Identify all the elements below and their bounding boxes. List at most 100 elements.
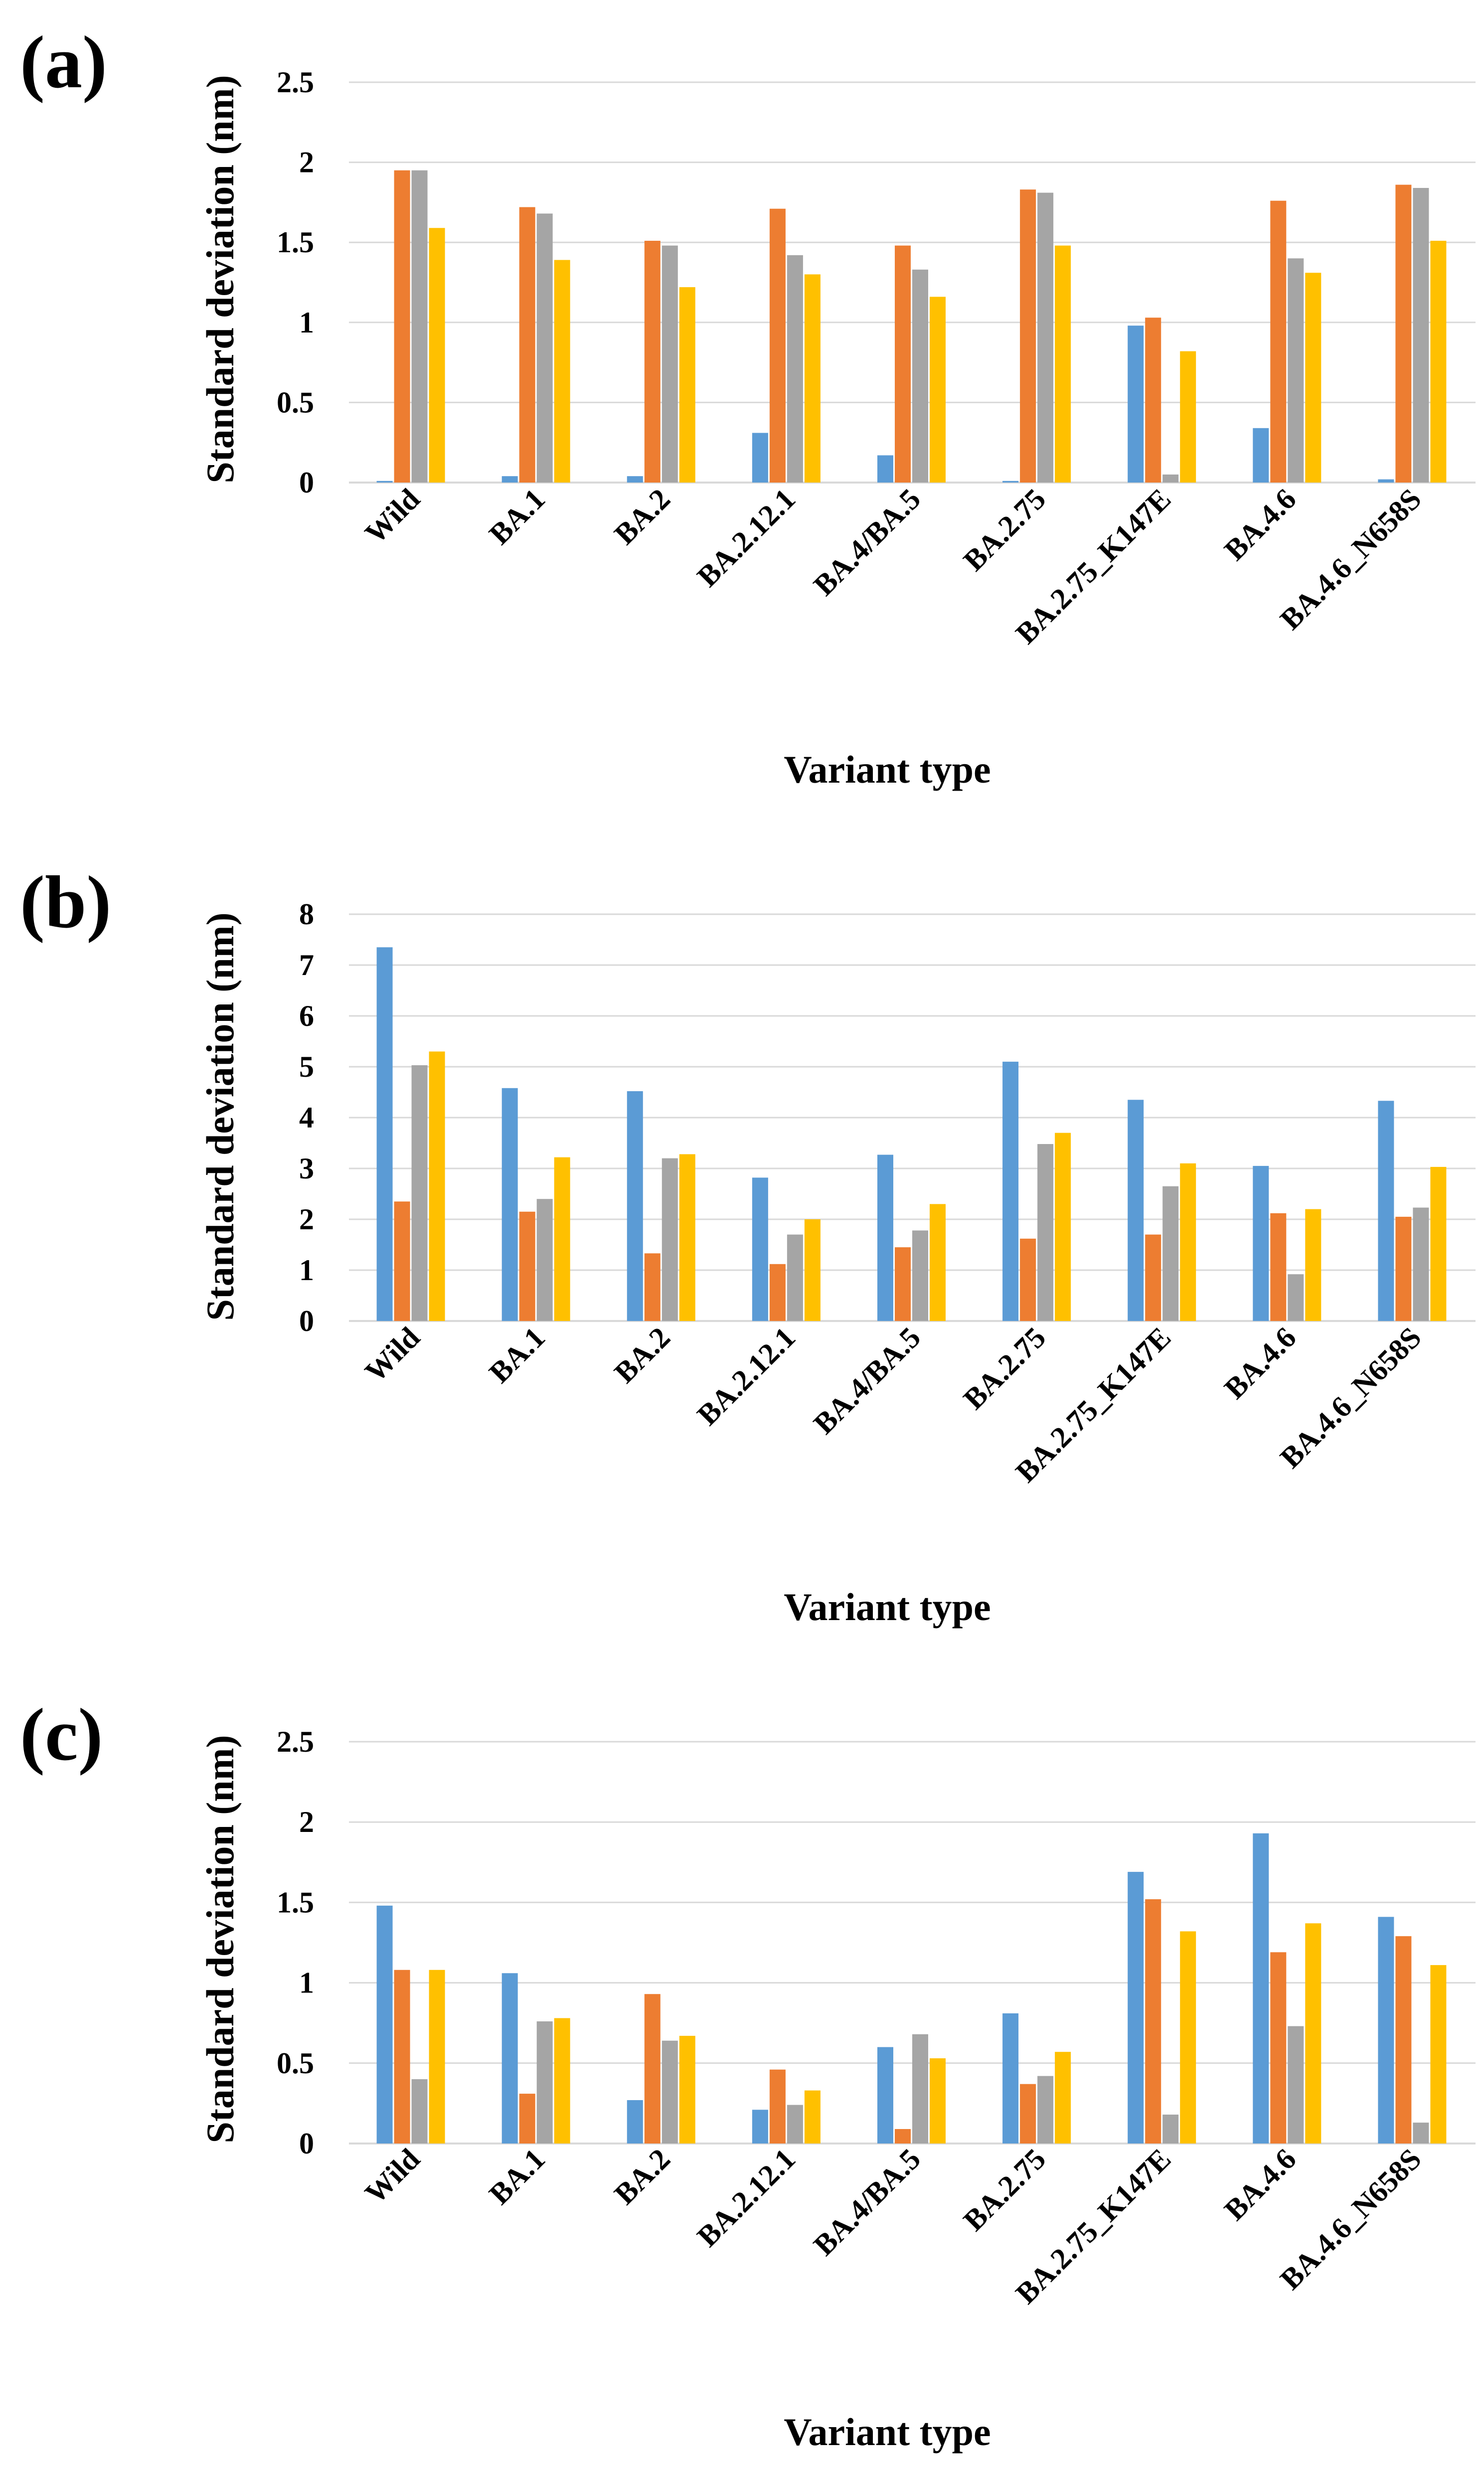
y-tick-label: 4 bbox=[299, 1101, 314, 1134]
bar-ba-4-6-series-1 bbox=[1253, 1833, 1269, 2143]
bar-ba-2-75-series-3 bbox=[1037, 192, 1054, 483]
bar-wild-series-4 bbox=[429, 1970, 445, 2143]
bar-ba-1-series-4 bbox=[554, 2018, 570, 2143]
bar-ba-2-series-3 bbox=[661, 2040, 678, 2143]
bar-wild-series-3 bbox=[411, 1065, 428, 1321]
bar-ba-2-series-2 bbox=[644, 1253, 660, 1321]
bar-ba-2-75-k147e-series-1 bbox=[1128, 326, 1144, 483]
bar-ba-4-ba-5-series-4 bbox=[930, 1204, 946, 1321]
bar-ba-1-series-1 bbox=[501, 1973, 518, 2143]
bar-ba-4-ba-5-series-2 bbox=[895, 2129, 911, 2143]
y-tick-label: 2.5 bbox=[277, 1725, 314, 1758]
y-tick-label: 3 bbox=[299, 1152, 314, 1185]
bar-ba-4-6-n658s-series-3 bbox=[1413, 188, 1429, 483]
bar-ba-1-series-3 bbox=[536, 213, 553, 483]
x-tick-label: BA.2 bbox=[608, 2142, 676, 2211]
bar-ba-4-ba-5-series-2 bbox=[895, 245, 911, 483]
x-tick-label: BA.2.75 bbox=[957, 483, 1052, 577]
bar-ba-2-series-4 bbox=[679, 1154, 695, 1321]
panel-label: (b) bbox=[20, 861, 111, 944]
bar-ba-4-6-series-2 bbox=[1270, 1952, 1287, 2143]
bar-ba-2-75-k147e-series-2 bbox=[1145, 318, 1161, 483]
bar-ba-2-12-1-series-1 bbox=[752, 2110, 768, 2143]
bar-ba-4-6-series-3 bbox=[1288, 258, 1304, 483]
y-axis-label: Standard deviation (nm) bbox=[198, 75, 242, 483]
x-axis-label: Variant type bbox=[784, 1585, 990, 1629]
bar-ba-2-75-series-4 bbox=[1055, 2052, 1071, 2143]
bar-ba-2-12-1-series-3 bbox=[787, 1234, 803, 1321]
x-tick-label: BA.4/BA.5 bbox=[807, 1321, 927, 1441]
x-tick-label: BA.4.6 bbox=[1218, 2142, 1302, 2227]
bar-wild-series-4 bbox=[429, 1051, 445, 1321]
x-tick-label: BA.2.12.1 bbox=[691, 2142, 802, 2253]
bar-ba-2-75-k147e-series-1 bbox=[1128, 1100, 1144, 1321]
bar-ba-4-ba-5-series-1 bbox=[877, 2047, 893, 2143]
bar-wild-series-3 bbox=[411, 170, 428, 483]
x-tick-label: BA.1 bbox=[483, 1321, 551, 1389]
x-tick-label: Wild bbox=[358, 483, 426, 550]
bar-ba-1-series-4 bbox=[554, 260, 570, 483]
bar-ba-2-75-series-3 bbox=[1037, 2076, 1054, 2143]
bar-ba-4-6-series-3 bbox=[1288, 2026, 1304, 2143]
y-tick-label: 8 bbox=[299, 898, 314, 931]
bar-ba-2-75-k147e-series-3 bbox=[1162, 2115, 1179, 2143]
bar-wild-series-1 bbox=[376, 947, 393, 1321]
y-tick-label: 1 bbox=[299, 306, 314, 339]
bar-ba-2-75-series-2 bbox=[1020, 189, 1036, 483]
bar-ba-4-6-n658s-series-1 bbox=[1378, 1917, 1394, 2143]
bar-ba-2-75-series-1 bbox=[1002, 481, 1019, 483]
bar-ba-4-6-series-4 bbox=[1305, 1209, 1321, 1321]
bar-ba-4-6-n658s-series-3 bbox=[1413, 2123, 1429, 2143]
y-tick-label: 1 bbox=[299, 1254, 314, 1287]
bar-ba-4-6-series-1 bbox=[1253, 428, 1269, 483]
bar-ba-2-series-4 bbox=[679, 287, 695, 483]
y-tick-label: 1.5 bbox=[277, 226, 314, 259]
y-tick-label: 0 bbox=[299, 466, 314, 499]
x-tick-label: BA.2 bbox=[608, 1321, 676, 1389]
bar-ba-2-12-1-series-1 bbox=[752, 433, 768, 483]
bar-ba-4-6-n658s-series-1 bbox=[1378, 1101, 1394, 1321]
x-tick-label: BA.2 bbox=[608, 483, 676, 551]
x-tick-label: BA.1 bbox=[483, 483, 551, 551]
bar-ba-4-ba-5-series-3 bbox=[912, 2034, 928, 2143]
bar-ba-4-ba-5-series-2 bbox=[895, 1247, 911, 1321]
bar-ba-2-series-1 bbox=[627, 2100, 643, 2143]
bar-ba-1-series-3 bbox=[536, 2021, 553, 2143]
bar-ba-4-6-n658s-series-2 bbox=[1395, 1936, 1412, 2143]
bar-ba-2-75-k147e-series-3 bbox=[1162, 474, 1179, 483]
panel-b-bar-chart: (b) 0 1 2 3 4 5 6 7 8 Standard deviation (nm) Wild B… bbox=[20, 861, 1476, 1629]
bar-ba-4-6-series-4 bbox=[1305, 273, 1321, 483]
panel-c-bar-chart: (c) 0 0.5 1 1.5 2 2.5 Standard deviation (nm) Wi… bbox=[20, 1693, 1476, 2454]
x-tick-label: BA.4.6 bbox=[1218, 1321, 1302, 1405]
bar-ba-2-12-1-series-2 bbox=[769, 2069, 786, 2143]
y-tick-label: 6 bbox=[299, 999, 314, 1032]
bar-ba-1-series-2 bbox=[519, 1211, 535, 1321]
bar-ba-2-75-series-2 bbox=[1020, 2084, 1036, 2143]
y-tick-label: 2 bbox=[299, 146, 314, 179]
bar-ba-2-series-2 bbox=[644, 241, 660, 483]
bar-ba-4-ba-5-series-4 bbox=[930, 297, 946, 483]
panel-label: (c) bbox=[20, 1693, 103, 1776]
bar-ba-2-75-k147e-series-4 bbox=[1180, 1931, 1196, 2143]
bar-ba-4-ba-5-series-4 bbox=[930, 2058, 946, 2143]
y-tick-label: 2 bbox=[299, 1203, 314, 1236]
bar-ba-1-series-2 bbox=[519, 207, 535, 483]
bar-wild-series-1 bbox=[376, 481, 393, 483]
bar-ba-4-6-n658s-series-2 bbox=[1395, 184, 1412, 483]
bar-ba-4-6-series-4 bbox=[1305, 1923, 1321, 2143]
x-tick-label: BA.4/BA.5 bbox=[807, 2142, 927, 2262]
bar-ba-2-series-4 bbox=[679, 2036, 695, 2143]
x-axis-label: Variant type bbox=[784, 748, 990, 791]
y-axis-label: Standard deviation (nm) bbox=[198, 1735, 242, 2143]
bar-ba-2-12-1-series-4 bbox=[804, 1219, 821, 1321]
bar-ba-4-6-n658s-series-3 bbox=[1413, 1207, 1429, 1321]
bar-wild-series-1 bbox=[376, 1905, 393, 2143]
bar-wild-series-2 bbox=[394, 1970, 410, 2143]
x-tick-label: BA.4/BA.5 bbox=[807, 483, 927, 602]
bar-wild-series-2 bbox=[394, 170, 410, 483]
bar-ba-4-ba-5-series-1 bbox=[877, 1154, 893, 1321]
bar-ba-2-12-1-series-4 bbox=[804, 274, 821, 483]
y-tick-label: 1 bbox=[299, 1967, 314, 1999]
bar-ba-2-75-k147e-series-2 bbox=[1145, 1234, 1161, 1321]
bar-ba-2-12-1-series-4 bbox=[804, 2090, 821, 2143]
